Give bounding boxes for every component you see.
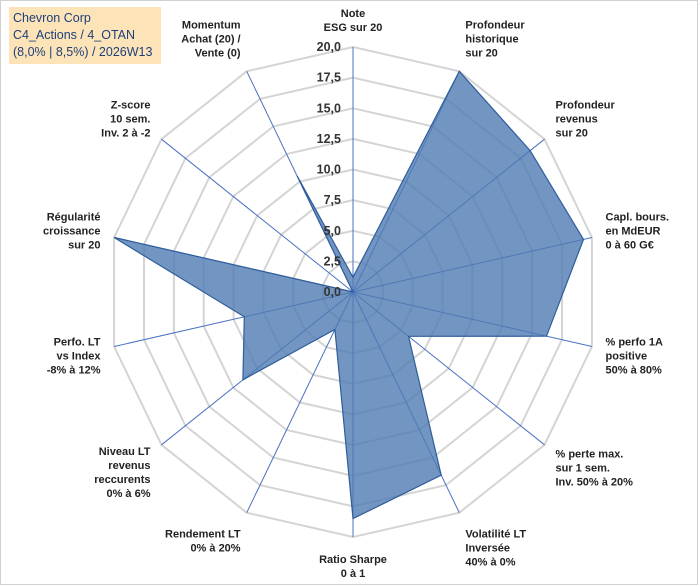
axis-label-line: Capl. bours. (606, 212, 670, 224)
axis-label-line: 0% à 20% (190, 542, 240, 554)
axis-label: Niveau LT revenus reccurents 0% à 6% (94, 446, 151, 500)
axis-label-line: sur 20 (556, 127, 588, 139)
axis-label: Ratio Sharpe 0 à 1 (319, 554, 387, 580)
axis-label-line: Volatilité LT (465, 528, 526, 540)
tick-label: 12,5 (317, 132, 341, 146)
axis-label-line: ESG sur 20 (324, 22, 383, 34)
axis-label: Profondeur revenus sur 20 (556, 99, 616, 139)
axis-label-line: Momentum (182, 20, 241, 32)
axis-label-line: historique (465, 34, 518, 46)
axis-label-line: % perte max. (556, 449, 624, 461)
axis-label-line: Z-score (111, 99, 151, 111)
axis-label: % perfo 1A positive 50% à 80% (606, 336, 664, 376)
axis-label-line: Vente (0) (195, 48, 241, 60)
axis-label: Profondeur historique sur 20 (465, 20, 525, 60)
axis-label-line: 0 à 1 (341, 568, 365, 580)
axis-label: Perfo. LT vs Index -8% à 12% (47, 336, 102, 376)
portfolio-category: C4_Actions / 4_OTAN (13, 28, 136, 42)
axis-label-line: 0 à 60 G€ (606, 240, 654, 252)
tick-label: 20,0 (317, 40, 341, 54)
axis-label-line: vs Index (56, 350, 101, 362)
axis-label-line: Profondeur (556, 99, 616, 111)
axis-label-line: sur 1 sem. (556, 463, 610, 475)
axis-label-line: Profondeur (465, 20, 525, 32)
axis-label-line: % perfo 1A (606, 336, 664, 348)
axis-label-line: revenus (108, 460, 150, 472)
axis-labels: Note ESG sur 20 Profondeur historique sur 20… (43, 8, 669, 580)
axis-label-line: Ratio Sharpe (319, 554, 387, 566)
tick-label: 5,0 (324, 224, 341, 238)
axis-label-line: reccurents (94, 474, 150, 486)
axis-label: Momentum Achat (20) / Vente (0) (181, 20, 241, 60)
spoke-line (161, 138, 354, 293)
axis-label-line: 50% à 80% (606, 364, 662, 376)
axis-label-line: en MdEUR (606, 226, 661, 238)
axis-label-line: 10 sem. (110, 113, 150, 125)
axis-label-line: Régularité (47, 212, 101, 224)
chart-title-box: Chevron Corp C4_Actions / 4_OTAN (8,0% |… (9, 7, 161, 64)
company-name: Chevron Corp (13, 11, 91, 25)
axis-label-line: croissance (43, 226, 100, 238)
tick-label: 17,5 (317, 71, 341, 85)
tick-label: 0,0 (324, 285, 341, 299)
axis-label-line: Achat (20) / (181, 34, 240, 46)
radar-series (113, 70, 585, 520)
tick-label: 2,5 (324, 254, 341, 268)
axis-label: Volatilité LT Inversée 40% à 0% (465, 528, 526, 568)
radial-tick-labels: 0,0 2,5 5,0 7,5 10,0 12,5 15,0 17,5 20,0 (317, 40, 341, 299)
tick-label: 10,0 (317, 163, 341, 177)
axis-label: Note ESG sur 20 (324, 8, 383, 34)
axis-label-line: 40% à 0% (465, 556, 515, 568)
axis-label-line: Rendement LT (165, 528, 241, 540)
axis-label-line: Inv. 2 à -2 (101, 127, 150, 139)
axis-label-line: positive (606, 350, 648, 362)
axis-label: % perte max. sur 1 sem. Inv. 50% à 20% (556, 449, 634, 489)
axis-label-line: 0% à 6% (106, 488, 150, 500)
axis-label-line: Niveau LT (99, 446, 151, 458)
axis-label-line: -8% à 12% (47, 364, 101, 376)
axis-label-line: Inversée (465, 542, 510, 554)
axis-label-line: revenus (556, 113, 598, 125)
axis-label: Z-score 10 sem. Inv. 2 à -2 (101, 99, 150, 139)
series-area (113, 70, 585, 520)
axis-label-line: sur 20 (465, 48, 497, 60)
axis-label-line: Note (341, 8, 365, 20)
axis-label-line: Perfo. LT (54, 336, 101, 348)
axis-label: Capl. bours. en MdEUR 0 à 60 G€ (606, 212, 670, 252)
tick-label: 15,0 (317, 101, 341, 115)
rate-and-week: (8,0% | 8,5%) / 2026W13 (13, 45, 153, 59)
axis-label-line: sur 20 (68, 240, 100, 252)
axis-label: Régularité croissance sur 20 (43, 212, 100, 252)
axis-label: Rendement LT 0% à 20% (165, 528, 241, 554)
tick-label: 7,5 (324, 193, 341, 207)
axis-label-line: Inv. 50% à 20% (556, 477, 634, 489)
